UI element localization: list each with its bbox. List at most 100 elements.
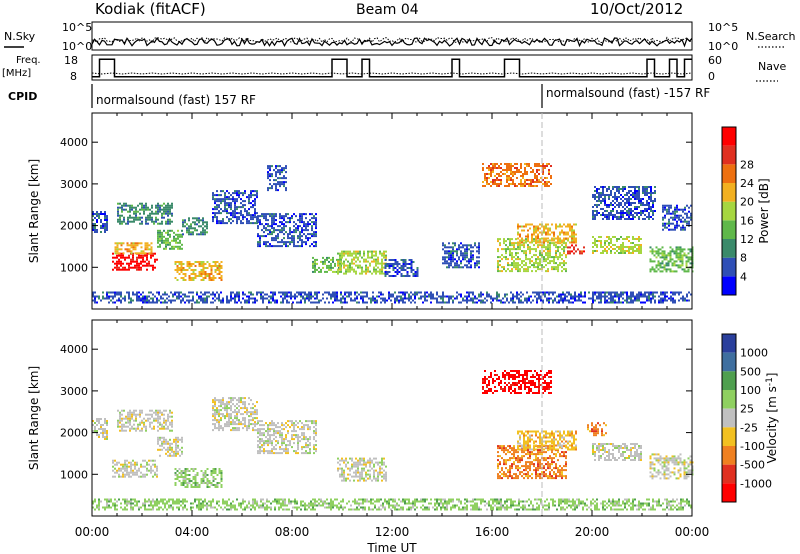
power-cell bbox=[561, 229, 563, 232]
power-cell bbox=[349, 270, 351, 273]
power-cell bbox=[341, 262, 343, 265]
power-cell bbox=[135, 216, 137, 219]
power-cell bbox=[394, 261, 397, 263]
power-cell bbox=[521, 244, 523, 247]
velocity-cell bbox=[174, 482, 177, 484]
power-cell bbox=[604, 198, 606, 200]
power-cell bbox=[173, 231, 175, 234]
power-cell bbox=[571, 227, 573, 230]
power-cell bbox=[216, 206, 218, 209]
power-cell bbox=[408, 259, 411, 261]
power-cell bbox=[638, 194, 640, 196]
power-cell bbox=[246, 222, 248, 225]
power-cell bbox=[521, 225, 523, 228]
velocity-cell bbox=[144, 473, 146, 476]
velocity-cell bbox=[228, 419, 230, 422]
power-cell bbox=[275, 171, 277, 174]
power-cell bbox=[598, 188, 600, 190]
velocity-cell bbox=[139, 411, 141, 414]
power-cell bbox=[634, 190, 636, 192]
power-cell bbox=[326, 291, 328, 294]
power-cell bbox=[269, 215, 271, 218]
power-cell bbox=[539, 258, 541, 261]
power-cell bbox=[112, 256, 114, 259]
power-cell bbox=[492, 181, 494, 183]
power-cell bbox=[242, 222, 244, 225]
velocity-cell bbox=[171, 411, 173, 414]
power-cell bbox=[600, 244, 602, 246]
velocity-cell bbox=[122, 473, 124, 476]
power-cell bbox=[380, 291, 382, 294]
power-cell bbox=[430, 301, 432, 304]
power-cell bbox=[614, 202, 616, 204]
power-colorbar-tick: 20 bbox=[740, 196, 754, 209]
power-cell bbox=[592, 295, 594, 298]
power-cell bbox=[114, 301, 116, 304]
power-cell bbox=[630, 204, 632, 206]
power-cell bbox=[664, 299, 666, 302]
power-cell bbox=[476, 256, 478, 259]
power-cell bbox=[171, 247, 173, 250]
power-cell bbox=[236, 295, 238, 298]
power-cell bbox=[314, 264, 316, 267]
power-cell bbox=[279, 181, 281, 184]
power-cell bbox=[104, 231, 106, 233]
velocity-cell bbox=[216, 482, 219, 484]
power-cell bbox=[300, 299, 302, 302]
power-cell bbox=[672, 218, 674, 221]
velocity-cell bbox=[112, 465, 114, 468]
velocity-cell bbox=[196, 482, 199, 484]
power-cell bbox=[559, 264, 561, 267]
power-cell bbox=[618, 246, 620, 248]
power-cell bbox=[462, 246, 464, 249]
power-cell bbox=[351, 258, 353, 261]
power-cell bbox=[357, 258, 359, 261]
velocity-cell bbox=[156, 465, 158, 468]
power-cell bbox=[468, 295, 470, 298]
power-cell bbox=[240, 210, 242, 213]
power-cell bbox=[345, 272, 347, 275]
velocity-cell bbox=[151, 415, 153, 418]
power-cell bbox=[552, 301, 554, 304]
power-cell bbox=[169, 235, 171, 238]
power-cell bbox=[273, 221, 275, 224]
power-cell bbox=[157, 237, 159, 240]
power-cell bbox=[106, 225, 108, 227]
power-cell bbox=[365, 270, 367, 273]
power-cell bbox=[198, 221, 200, 224]
power-cell bbox=[122, 256, 124, 259]
velocity-cell bbox=[92, 430, 94, 432]
power-cell bbox=[618, 202, 620, 204]
power-cell bbox=[644, 210, 646, 212]
power-cell bbox=[104, 211, 106, 213]
power-cell bbox=[618, 293, 620, 296]
power-cell bbox=[265, 219, 267, 222]
power-cell bbox=[503, 266, 505, 269]
power-cell bbox=[290, 297, 292, 300]
power-cell bbox=[665, 256, 668, 259]
power-cell bbox=[654, 198, 656, 200]
power-cell bbox=[206, 275, 209, 277]
power-cell bbox=[573, 229, 575, 232]
power-cell bbox=[542, 167, 544, 169]
velocity-cell bbox=[236, 413, 238, 416]
power-cell bbox=[130, 262, 132, 265]
power-cell bbox=[604, 214, 606, 216]
power-cell bbox=[184, 301, 186, 304]
power-cell bbox=[669, 246, 672, 249]
power-cell bbox=[305, 217, 307, 220]
power-cell bbox=[536, 301, 538, 304]
power-cell bbox=[488, 169, 490, 171]
power-cell bbox=[622, 214, 624, 216]
velocity-heatmap bbox=[92, 370, 694, 511]
power-cell bbox=[547, 229, 549, 232]
power-cell bbox=[171, 204, 173, 207]
power-cell bbox=[374, 299, 376, 302]
power-cell bbox=[646, 186, 648, 188]
power-cell bbox=[230, 299, 232, 302]
velocity-cell bbox=[216, 407, 218, 410]
power-cell bbox=[650, 186, 652, 188]
power-cell bbox=[632, 248, 634, 250]
power-cell bbox=[98, 213, 100, 215]
power-cell bbox=[501, 248, 503, 251]
